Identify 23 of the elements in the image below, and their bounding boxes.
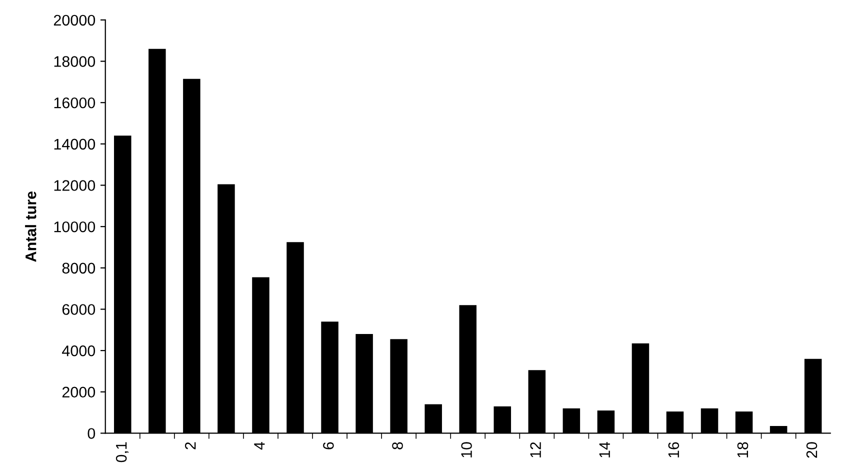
x-tick-label: 6 xyxy=(323,442,334,450)
y-tick-label: 10000 xyxy=(54,221,96,232)
y-tick-label: 12000 xyxy=(54,180,96,191)
y-tick-label: 16000 xyxy=(54,97,96,108)
y-tick-label: 20000 xyxy=(54,14,96,26)
x-tick-label: 8 xyxy=(392,442,403,450)
x-tick-label: 18 xyxy=(737,442,748,458)
y-tick-label: 0 xyxy=(88,428,96,439)
x-tick-label: 14 xyxy=(599,442,610,458)
x-tick-label: 0,1 xyxy=(116,442,129,462)
x-tick-label: 2 xyxy=(184,442,196,450)
y-tick-label: 4000 xyxy=(62,345,96,356)
x-tick-label: 10 xyxy=(461,442,472,458)
x-tick-label: 20 xyxy=(806,442,818,458)
y-tick-label: 18000 xyxy=(54,56,96,67)
y-tick-label: 8000 xyxy=(62,262,96,274)
y-tick-label: 14000 xyxy=(54,138,96,150)
x-tick-label: 12 xyxy=(530,442,541,458)
y-axis-title: Antal ture xyxy=(25,191,36,262)
y-tick-label: 6000 xyxy=(62,304,96,315)
x-tick-label: 16 xyxy=(668,442,680,458)
x-tick-label: 4 xyxy=(254,442,265,450)
y-tick-label: 2000 xyxy=(62,386,96,398)
